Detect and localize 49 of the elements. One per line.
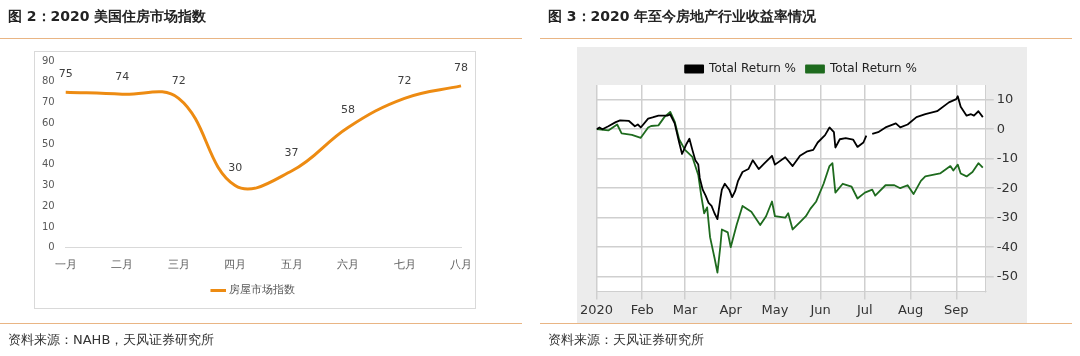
data-label: 74	[115, 69, 130, 83]
x-tick-label: 二月	[111, 258, 134, 272]
y-tick-label: 0	[48, 241, 55, 253]
x-tick-label: 六月	[337, 258, 360, 272]
y-tick-label: 60	[41, 116, 55, 128]
x-tick-label: Sep	[944, 301, 969, 317]
text: 资料来源：NAHB，天风证券研究所	[8, 331, 215, 349]
y-tick-label: 30	[41, 179, 55, 191]
y-tick-label: -40	[996, 238, 1018, 254]
data-label: 37	[284, 146, 299, 160]
text: 资料来源：天风证券研究所	[548, 331, 704, 349]
x-tick-label: 八月	[450, 258, 472, 272]
chart-title: 图 2：2020 美国住房市场指数	[8, 8, 207, 26]
x-tick-label: Jun	[809, 301, 831, 317]
legend-label: Total Return %	[829, 61, 917, 76]
data-label: 78	[454, 61, 468, 75]
x-tick-label: Apr	[719, 301, 743, 317]
x-tick-label: 四月	[224, 258, 247, 272]
data-label: 75	[58, 67, 73, 81]
y-tick-label: 10	[996, 91, 1014, 107]
y-tick-label: 0	[996, 120, 1006, 136]
x-tick-label: 2020	[580, 301, 614, 317]
y-tick-label: 10	[41, 220, 55, 232]
x-tick-label: Jul	[856, 301, 873, 317]
y-tick-label: 70	[41, 96, 55, 108]
x-tick-label: 五月	[280, 258, 303, 272]
data-label: 30	[228, 160, 243, 174]
data-label: 72	[171, 73, 186, 87]
y-tick-label: -30	[996, 209, 1018, 225]
y-tick-label: 80	[41, 75, 55, 87]
y-tick-label: 90	[41, 54, 55, 66]
y-tick-label: 40	[41, 158, 55, 170]
x-tick-label: 三月	[167, 258, 190, 272]
y-tick-label: 50	[41, 137, 55, 149]
x-tick-label: Aug	[897, 301, 924, 317]
data-label: 72	[397, 73, 412, 87]
x-tick-label: 一月	[54, 258, 77, 272]
x-tick-label: 七月	[393, 258, 416, 272]
y-tick-label: 20	[41, 199, 55, 211]
y-tick-label: -20	[996, 179, 1018, 195]
y-tick-label: -10	[996, 150, 1018, 166]
legend-label: Total Return %	[708, 61, 797, 76]
legend-label: 房屋市场指数	[229, 283, 296, 297]
x-tick-label: Feb	[630, 301, 654, 317]
data-label: 58	[341, 102, 356, 116]
chart-title: 图 3：2020 年至今房地产行业收益率情况	[548, 8, 817, 26]
y-tick-label: -50	[996, 268, 1018, 284]
x-tick-label: Mar	[672, 301, 698, 317]
x-tick-label: May	[761, 301, 789, 317]
